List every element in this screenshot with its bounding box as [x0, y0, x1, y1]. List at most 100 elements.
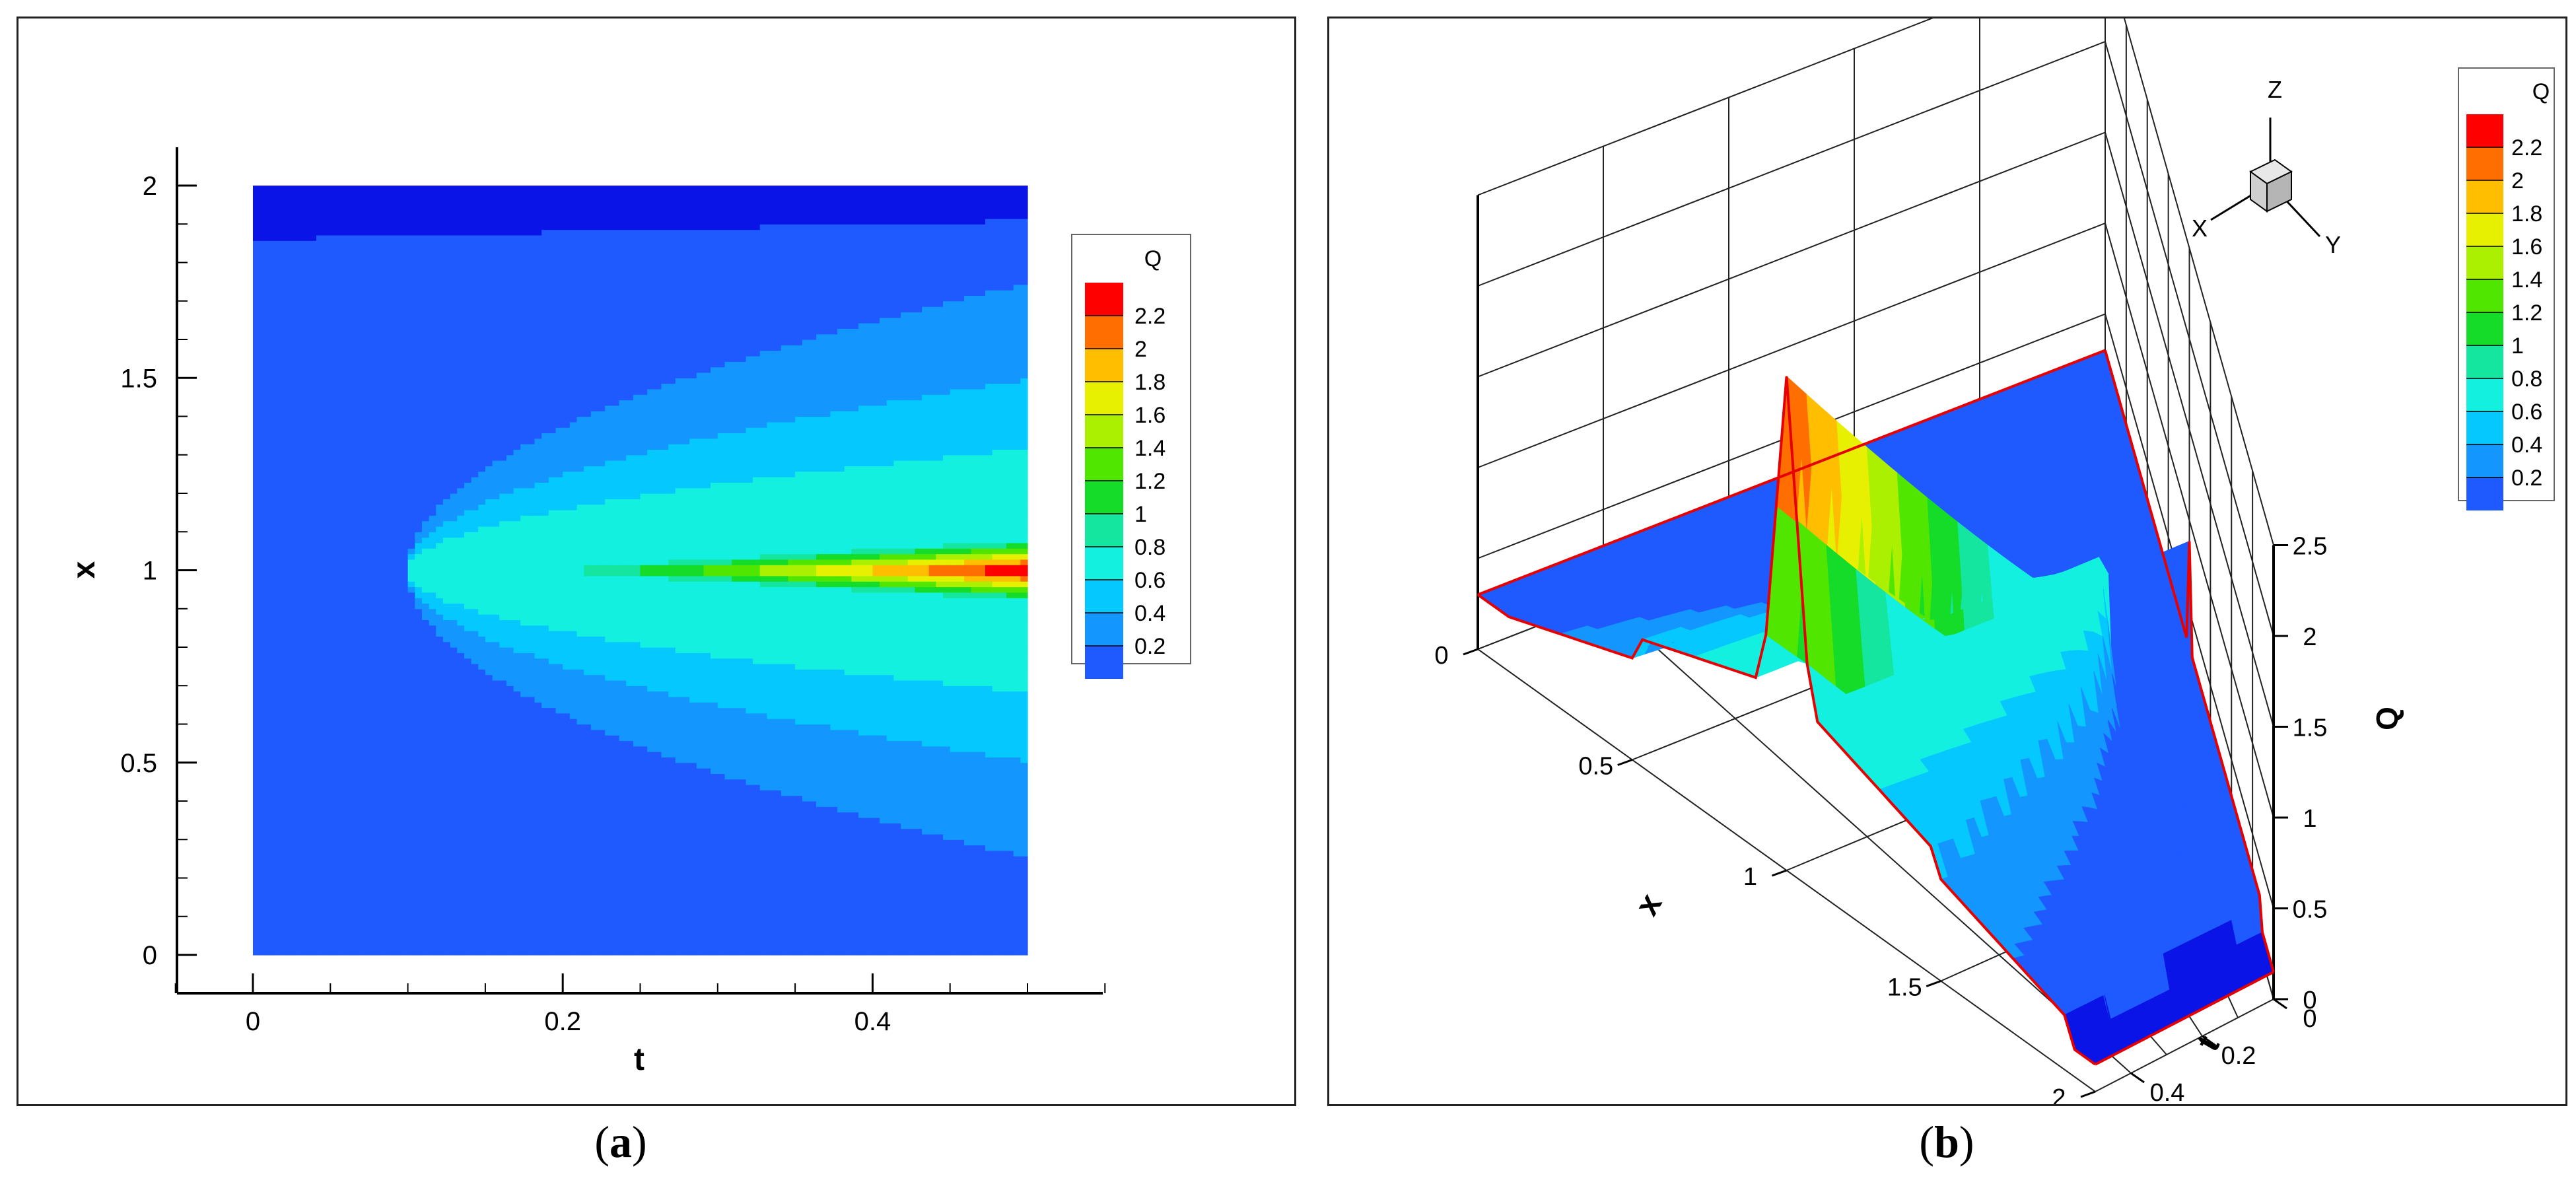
contour-cell: [302, 355, 310, 362]
contour-cell: [407, 471, 415, 477]
contour-cell: [316, 487, 324, 494]
contour-cell: [429, 388, 436, 395]
contour-cell: [273, 944, 282, 950]
contour-cell: [365, 658, 373, 664]
contour-cell: [351, 224, 359, 230]
contour-cell: [365, 378, 373, 384]
contour-cell: [471, 339, 479, 345]
contour-cell: [478, 405, 486, 411]
contour-cell: [309, 932, 317, 939]
contour-cell: [316, 861, 324, 868]
contour-cell: [436, 466, 444, 472]
contour-cell: [400, 300, 409, 307]
contour-cell: [323, 740, 331, 747]
contour-cell: [344, 504, 352, 510]
contour-cell: [394, 323, 401, 329]
contour-cell: [351, 218, 359, 225]
contour-cell: [386, 487, 394, 494]
contour-cell: [253, 454, 261, 461]
contour-cell: [415, 405, 423, 411]
contour-cell: [316, 833, 324, 840]
contour-cell: [450, 663, 458, 670]
contour-cell: [295, 719, 303, 725]
contour-cell: [415, 932, 423, 939]
contour-cell: [344, 603, 352, 610]
contour-cell: [295, 608, 303, 615]
contour-cell: [407, 949, 415, 956]
contour-cell: [400, 719, 409, 725]
contour-cell: [421, 229, 430, 236]
contour-cell: [471, 932, 479, 939]
contour-cell: [464, 471, 472, 477]
contour-cell: [316, 251, 324, 258]
contour-cell: [337, 234, 345, 241]
contour-cell: [323, 911, 331, 917]
contour-cell: [492, 504, 500, 510]
contour-cell: [415, 878, 423, 884]
contour-cell: [295, 691, 303, 697]
contour-cell: [478, 421, 486, 428]
contour-cell: [492, 883, 500, 890]
contour-cell: [436, 405, 444, 411]
contour-cell: [421, 850, 430, 857]
contour-cell: [450, 279, 458, 285]
contour-cell: [358, 922, 366, 928]
contour-cell: [450, 828, 458, 835]
contour-cell: [415, 433, 423, 439]
contour-cell: [253, 383, 261, 390]
contour-cell: [337, 312, 345, 318]
contour-cell: [485, 932, 493, 939]
contour-cell: [302, 614, 310, 620]
contour-cell: [267, 339, 275, 345]
contour-cell: [457, 795, 465, 802]
contour-cell: [344, 312, 352, 318]
contour-cell: [337, 647, 345, 653]
contour-cell: [309, 883, 317, 890]
contour-cell: [429, 878, 436, 884]
contour-cell: [499, 553, 507, 560]
contour-cell: [316, 191, 324, 197]
contour-cell: [485, 345, 493, 351]
contour-cell: [358, 273, 366, 280]
contour-cell: [485, 691, 493, 697]
contour-cell: [316, 421, 324, 428]
contour-cell: [337, 262, 345, 269]
contour-cell: [450, 806, 458, 813]
contour-cell: [429, 372, 436, 378]
contour-cell: [415, 350, 423, 357]
contour-cell: [415, 383, 423, 390]
contour-cell: [372, 186, 380, 192]
contour-cell: [429, 333, 436, 340]
contour-cell: [309, 246, 317, 252]
contour-cell: [464, 598, 472, 604]
contour-cell: [386, 707, 394, 714]
contour-cell: [478, 669, 486, 676]
contour-cell: [295, 477, 303, 483]
contour-cell: [400, 603, 409, 610]
contour-cell: [281, 790, 289, 796]
contour-cell: [457, 532, 465, 538]
contour-cell: [478, 355, 486, 362]
contour-cell: [471, 899, 479, 906]
contour-cell: [330, 201, 338, 208]
contour-cell: [281, 471, 289, 477]
contour-cell: [281, 433, 289, 439]
contour-cell: [407, 421, 415, 428]
contour-cell: [358, 812, 366, 818]
contour-cell: [330, 570, 338, 577]
contour-cell: [316, 345, 324, 351]
contour-cell: [400, 663, 409, 670]
contour-cell: [302, 186, 310, 192]
contour-cell: [436, 234, 444, 241]
contour-cell: [302, 773, 310, 780]
contour-cell: [415, 740, 423, 747]
contour-cell: [309, 449, 317, 456]
contour-cell: [400, 647, 409, 653]
contour-cell: [316, 493, 324, 499]
contour-cell: [499, 669, 507, 676]
contour-cell: [442, 812, 451, 818]
contour-cell: [386, 845, 394, 851]
contour-cell: [253, 944, 261, 950]
contour-cell: [281, 466, 289, 472]
contour-cell: [407, 719, 415, 725]
